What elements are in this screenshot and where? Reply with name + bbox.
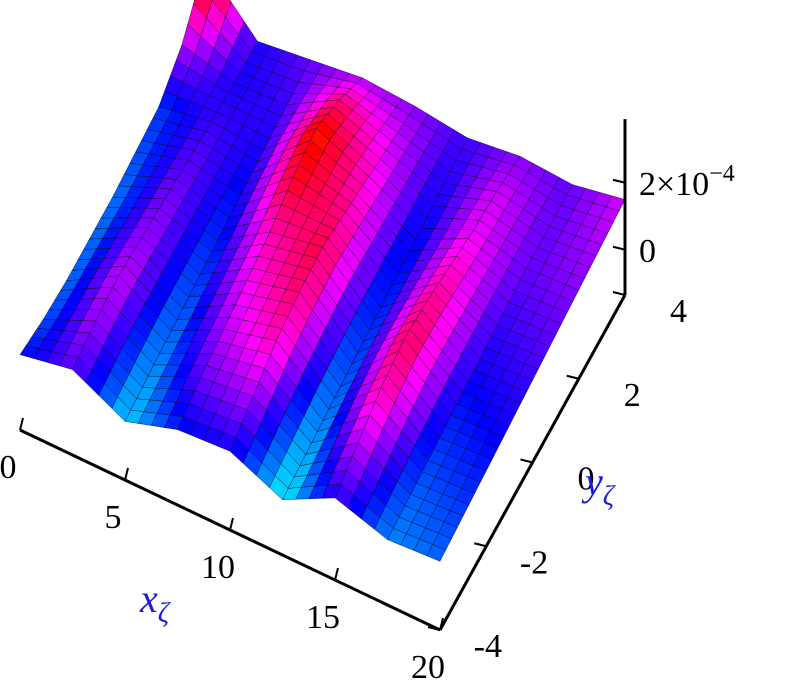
y-tick-label: -4	[474, 628, 502, 665]
x-tick	[439, 617, 444, 631]
x-axis-label: xζ	[139, 576, 171, 629]
x-tick-label: 10	[201, 549, 235, 586]
y-tick-label: -2	[520, 544, 548, 581]
y-axis-label: yζ	[581, 459, 616, 512]
x-axis-label-sub: ζ	[158, 598, 171, 629]
y-tick	[427, 626, 441, 631]
x-tick-label: 0	[0, 449, 17, 486]
x-tick	[334, 567, 339, 581]
y-axis-label-sub: ζ	[603, 481, 616, 512]
x-tick	[229, 517, 234, 531]
x-tick-label: 15	[306, 599, 340, 636]
x-tick	[19, 417, 24, 431]
y-tick	[520, 458, 533, 464]
y-tick	[474, 542, 487, 548]
z-tick-label-exponent: −4	[709, 161, 735, 187]
x-axis-label-base: x	[139, 576, 158, 621]
surface-patch	[426, 544, 447, 562]
y-tick	[566, 374, 579, 380]
z-tick	[612, 245, 626, 251]
surface	[19, 0, 626, 562]
y-axis-label-base: y	[581, 459, 603, 504]
x-tick	[124, 467, 129, 481]
z-tick-label-base: 0	[639, 233, 656, 270]
y-tick-label: 4	[670, 293, 687, 330]
x-tick-label: 5	[105, 499, 122, 536]
x-tick-label: 20	[411, 649, 445, 685]
y-tick-label: 2	[624, 377, 641, 414]
z-tick-label-base: 2×10	[639, 166, 709, 203]
y-tick	[612, 291, 626, 296]
y-tick-label: 0	[578, 461, 595, 498]
z-tick-label: 0	[639, 233, 656, 270]
z-tick-label: 2×10−4	[639, 161, 735, 203]
z-tick	[612, 178, 626, 184]
